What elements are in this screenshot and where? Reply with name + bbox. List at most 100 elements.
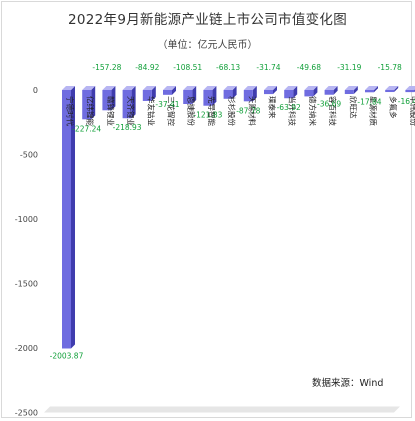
data-label: -37.41 bbox=[155, 100, 179, 109]
data-label: -227.24 bbox=[72, 124, 101, 133]
bar-top bbox=[62, 86, 75, 90]
bar bbox=[304, 90, 314, 97]
y-tick-label: -1000 bbox=[15, 215, 38, 224]
data-label: -2003.87 bbox=[50, 351, 84, 360]
category-label: 德方纳米 bbox=[308, 96, 318, 126]
bar-top bbox=[243, 86, 257, 90]
bar-side bbox=[374, 86, 378, 93]
bar-side bbox=[313, 86, 318, 97]
bar-top bbox=[163, 86, 176, 90]
bar-top bbox=[102, 86, 116, 90]
data-label: -36.69 bbox=[317, 100, 341, 109]
y-tick-label: -2000 bbox=[15, 344, 38, 353]
bar-top bbox=[365, 86, 378, 90]
floor-plane bbox=[44, 406, 400, 413]
data-label: -68.13 bbox=[216, 63, 240, 72]
data-label: -108.51 bbox=[173, 63, 202, 72]
category-label: 亿纬锂能 bbox=[86, 96, 96, 126]
source-note: 数据来源：Wind bbox=[312, 378, 384, 389]
data-label: -121.83 bbox=[193, 111, 222, 120]
bar-side bbox=[333, 86, 338, 95]
y-tick-label: 0 bbox=[33, 86, 38, 95]
bar-side bbox=[151, 86, 156, 101]
category-label: 赣锋锂业 bbox=[106, 96, 116, 126]
bar-side bbox=[394, 86, 399, 93]
chart-subtitle: （单位：亿元人民币） bbox=[157, 40, 258, 51]
category-label: 先导智能 bbox=[207, 96, 217, 126]
chart-title: 2022年9月新能源产业链上市公司市值变化图 bbox=[67, 12, 348, 28]
bar bbox=[223, 90, 233, 99]
bar bbox=[122, 90, 132, 119]
data-label: -84.92 bbox=[135, 63, 159, 72]
data-label: -31.19 bbox=[337, 63, 361, 72]
bar bbox=[284, 90, 294, 99]
category-label: 中伟股份 bbox=[409, 96, 415, 126]
bar bbox=[183, 90, 193, 104]
bar-top bbox=[82, 86, 96, 90]
bar-top bbox=[344, 86, 358, 90]
bar-side bbox=[273, 86, 277, 95]
bar bbox=[203, 90, 213, 106]
data-label: -218.93 bbox=[113, 123, 142, 132]
category-label: 天齐锂业 bbox=[126, 96, 136, 126]
bar-side bbox=[131, 86, 136, 119]
bar-top bbox=[284, 86, 298, 90]
y-tick-label: -1500 bbox=[15, 280, 38, 289]
category-label: 天赐材料 bbox=[247, 96, 257, 126]
data-label: -63.92 bbox=[277, 103, 301, 112]
category-label: 星源材质 bbox=[369, 96, 379, 126]
bar-side bbox=[172, 86, 176, 95]
bar bbox=[82, 90, 92, 120]
category-label: 璞泰来 bbox=[268, 96, 278, 119]
category-label: 多氟多 bbox=[389, 96, 399, 119]
bar-side bbox=[252, 86, 257, 102]
bar-top bbox=[223, 86, 237, 90]
bar bbox=[324, 90, 334, 95]
bar-side bbox=[353, 86, 358, 95]
y-tick-label: -500 bbox=[20, 151, 38, 160]
bar bbox=[142, 90, 152, 101]
data-label: -87.78 bbox=[236, 106, 260, 115]
bar-side bbox=[232, 86, 237, 99]
bar bbox=[264, 90, 273, 95]
bar-top bbox=[183, 86, 197, 90]
bar-top bbox=[142, 86, 156, 90]
bar bbox=[62, 90, 71, 349]
bar-side bbox=[91, 86, 96, 120]
data-label: -31.74 bbox=[256, 63, 280, 72]
bar bbox=[163, 90, 172, 95]
category-label: 欣旺达 bbox=[348, 96, 358, 119]
bar-side bbox=[212, 86, 217, 106]
bar bbox=[405, 90, 415, 93]
category-label: 恩捷股份 bbox=[187, 96, 197, 126]
bar bbox=[385, 90, 395, 93]
bar-top bbox=[405, 86, 415, 90]
bar bbox=[365, 90, 374, 93]
category-label: 容百科技 bbox=[328, 96, 338, 126]
bar-top bbox=[122, 86, 136, 90]
data-label: -15.78 bbox=[378, 63, 402, 72]
bar-top bbox=[203, 86, 217, 90]
bar-side bbox=[293, 86, 298, 99]
category-label: 华友钴业 bbox=[146, 96, 156, 126]
y-tick-label: -2500 bbox=[15, 409, 38, 418]
bar-top bbox=[264, 86, 277, 90]
category-label: 三花智控 bbox=[167, 96, 177, 126]
bar-top bbox=[324, 86, 338, 90]
data-label: -17.84 bbox=[357, 97, 381, 106]
bar-top bbox=[385, 86, 399, 90]
data-label: -157.28 bbox=[92, 63, 121, 72]
data-label: -49.68 bbox=[297, 63, 321, 72]
category-label: 杉杉股份 bbox=[227, 96, 237, 126]
bar bbox=[102, 90, 112, 111]
bar bbox=[344, 90, 354, 95]
bar-side bbox=[111, 86, 116, 111]
bar bbox=[243, 90, 253, 102]
category-label: 宁德时代 bbox=[66, 96, 76, 126]
data-label: -16.44 bbox=[398, 97, 415, 106]
bar-top bbox=[304, 86, 318, 90]
category-label: 当升科技 bbox=[288, 96, 298, 126]
bar-side bbox=[71, 86, 75, 349]
bar-side bbox=[192, 86, 197, 104]
